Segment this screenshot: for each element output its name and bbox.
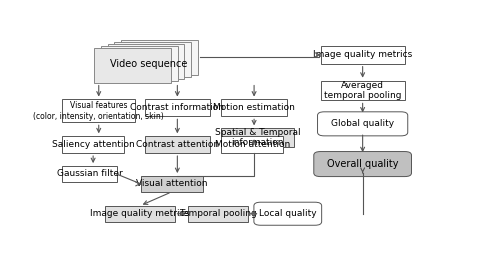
FancyBboxPatch shape <box>254 202 322 225</box>
FancyBboxPatch shape <box>221 136 283 153</box>
FancyBboxPatch shape <box>144 100 210 116</box>
FancyBboxPatch shape <box>317 112 408 136</box>
FancyBboxPatch shape <box>221 128 294 147</box>
Text: Global quality: Global quality <box>331 119 394 128</box>
Text: Visual attention: Visual attention <box>136 179 208 188</box>
Text: Visual features
(color, intensity, orientation, skin): Visual features (color, intensity, orien… <box>33 101 164 121</box>
FancyBboxPatch shape <box>62 136 124 153</box>
FancyBboxPatch shape <box>144 136 210 153</box>
FancyBboxPatch shape <box>62 100 135 122</box>
FancyBboxPatch shape <box>321 46 405 64</box>
Text: Temporal pooling: Temporal pooling <box>179 209 256 218</box>
FancyBboxPatch shape <box>314 151 412 176</box>
FancyBboxPatch shape <box>121 40 198 75</box>
FancyBboxPatch shape <box>105 206 174 222</box>
FancyBboxPatch shape <box>187 206 248 222</box>
Text: Contrast information: Contrast information <box>130 103 224 112</box>
FancyBboxPatch shape <box>114 42 191 77</box>
Text: Averaged
temporal pooling: Averaged temporal pooling <box>324 81 401 100</box>
FancyBboxPatch shape <box>94 48 171 83</box>
Text: Spatial & Temporal
information: Spatial & Temporal information <box>215 128 300 147</box>
Text: Gaussian filter: Gaussian filter <box>57 170 122 179</box>
Text: Overall quality: Overall quality <box>327 159 398 169</box>
Text: Saliency attention: Saliency attention <box>52 140 134 149</box>
FancyBboxPatch shape <box>221 100 287 116</box>
FancyBboxPatch shape <box>62 166 116 182</box>
FancyBboxPatch shape <box>141 176 203 192</box>
Text: Local quality: Local quality <box>259 209 316 218</box>
Text: Motion attention: Motion attention <box>214 140 290 149</box>
Text: Motion estimation: Motion estimation <box>213 103 295 112</box>
FancyBboxPatch shape <box>101 46 178 80</box>
Text: Image quality metrics: Image quality metrics <box>313 50 412 59</box>
Text: Contrast attention: Contrast attention <box>136 140 219 149</box>
Text: Video sequence: Video sequence <box>110 59 187 69</box>
Text: Image quality metrics: Image quality metrics <box>90 209 189 218</box>
FancyBboxPatch shape <box>321 80 405 101</box>
FancyBboxPatch shape <box>108 44 185 79</box>
